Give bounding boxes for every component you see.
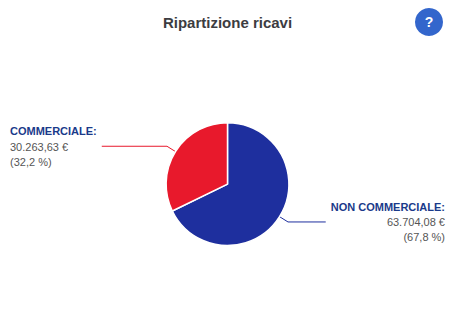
- svg-text:Ripartizione ricavi: Ripartizione ricavi: [163, 14, 292, 31]
- svg-text:63.704,08 €: 63.704,08 €: [387, 216, 445, 228]
- svg-text:30.263,63 €: 30.263,63 €: [10, 141, 68, 153]
- svg-text:NON COMMERCIALE:: NON COMMERCIALE:: [331, 201, 445, 213]
- svg-text:(67,8 %): (67,8 %): [403, 231, 445, 243]
- svg-text:?: ?: [425, 14, 434, 30]
- svg-text:COMMERCIALE:: COMMERCIALE:: [10, 125, 97, 137]
- svg-text:(32,2 %): (32,2 %): [10, 156, 52, 168]
